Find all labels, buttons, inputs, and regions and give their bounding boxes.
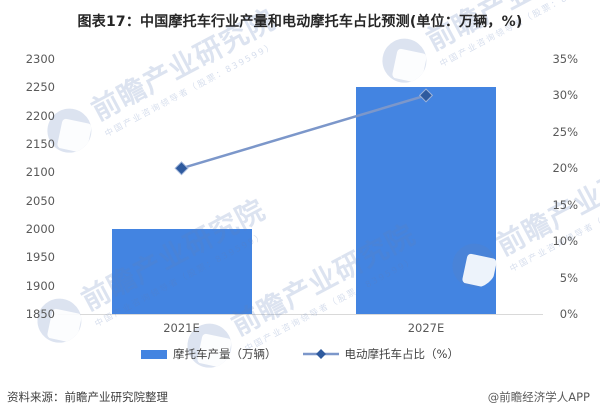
chart-title: 图表17：中国摩托车行业产量和电动摩托车占比预测(单位：万辆，%): [77, 14, 523, 30]
watermark-subtext: 中国产业咨询领导者（股票：839599）: [508, 175, 600, 275]
right-axis-tick-label: 35%: [552, 52, 578, 66]
qianzhan-logo-icon: [374, 30, 435, 91]
legend-item-production: 摩托车产量（万辆）: [141, 346, 277, 362]
right-axis-tick-label: 10%: [552, 234, 578, 249]
left-axis-tick-label: 1950: [25, 250, 55, 265]
bar-2027E: [356, 87, 496, 314]
source-note: 资料来源：前瞻产业研究院整理: [7, 390, 168, 404]
credit-note: @前瞻经济学人APP: [487, 390, 590, 404]
legend-item-share: 电动摩托车占比（%）: [302, 346, 459, 362]
legend-label: 摩托车产量（万辆）: [173, 347, 277, 361]
right-axis-tick-label: 30%: [552, 88, 578, 103]
left-axis-tick-label: 1850: [25, 307, 55, 321]
x-tick-label-2027e: 2027E: [407, 321, 445, 335]
right-axis-tick-label: 15%: [552, 197, 578, 212]
bar-2021E: [111, 229, 252, 314]
watermark-text: 前瞻产业研究院: [491, 137, 600, 263]
left-axis-tick-label: 1900: [25, 278, 55, 293]
x-axis-line: [58, 314, 543, 315]
right-axis-tick-label: 5%: [559, 270, 578, 285]
left-axis-tick-label: 2200: [25, 108, 55, 123]
left-axis-tick-label: 2250: [25, 80, 55, 95]
line-diamond-swatch-icon: [302, 349, 339, 359]
legend-label: 电动摩托车占比（%）: [344, 347, 459, 361]
bar-swatch-icon: [141, 349, 168, 359]
left-axis-tick-label: 2100: [25, 165, 55, 180]
legend: 摩托车产量（万辆） 电动摩托车占比（%）: [0, 345, 600, 363]
right-axis-tick-label: 25%: [552, 124, 578, 139]
right-axis-tick-label: 0%: [559, 307, 578, 321]
left-axis-tick-label: 2000: [25, 222, 55, 236]
left-axis-tick-label: 2300: [25, 52, 55, 66]
x-tick-label-2021e: 2021E: [163, 321, 200, 335]
right-axis-tick-label: 20%: [552, 161, 578, 176]
left-axis-tick-label: 2150: [25, 137, 55, 151]
watermark-subtext: 中国产业咨询领导者（股票：839599）: [103, 40, 278, 140]
left-axis-tick-label: 2050: [25, 193, 55, 208]
